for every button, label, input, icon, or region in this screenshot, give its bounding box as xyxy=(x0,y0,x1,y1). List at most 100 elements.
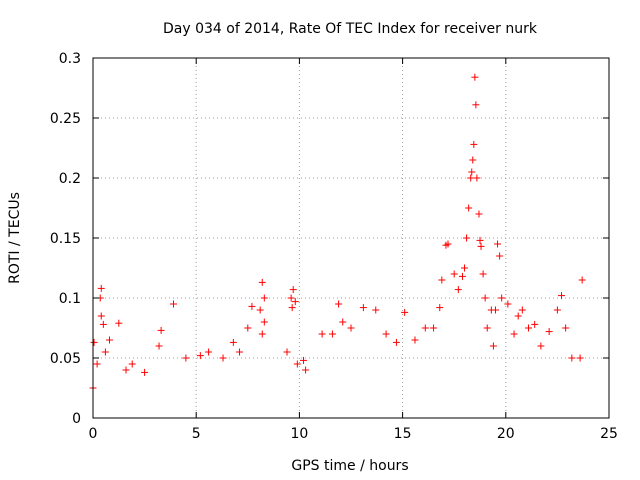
data-point xyxy=(392,338,400,346)
data-point xyxy=(454,286,462,294)
data-point xyxy=(421,324,429,332)
data-point xyxy=(463,234,471,242)
data-point xyxy=(558,292,566,300)
data-point xyxy=(283,348,291,356)
data-point xyxy=(302,366,310,374)
data-point xyxy=(531,320,539,328)
data-point xyxy=(300,356,308,364)
data-point xyxy=(106,336,114,344)
data-point xyxy=(328,330,336,338)
data-point xyxy=(578,276,586,284)
data-point xyxy=(291,298,299,306)
data-point xyxy=(258,278,266,286)
data-point xyxy=(122,366,130,374)
data-point xyxy=(467,174,475,182)
y-tick-labels: 0 0.05 0.1 0.15 0.2 0.25 0.3 xyxy=(50,51,81,427)
data-point xyxy=(196,352,204,360)
data-point xyxy=(97,312,105,320)
data-point xyxy=(518,306,526,314)
axis-ticks xyxy=(92,57,610,419)
data-point xyxy=(335,300,343,308)
data-point xyxy=(287,294,295,302)
y-tick-label: 0.3 xyxy=(59,51,81,67)
data-point xyxy=(494,240,502,248)
data-point xyxy=(498,294,506,302)
data-point xyxy=(90,338,98,346)
data-point xyxy=(483,324,491,332)
data-point xyxy=(289,286,297,294)
y-tick-label: 0 xyxy=(72,411,81,427)
data-point xyxy=(219,354,227,362)
x-tick-label: 10 xyxy=(290,426,308,442)
data-point xyxy=(562,324,570,332)
data-point xyxy=(101,348,109,356)
data-point xyxy=(553,306,561,314)
x-axis-title: GPS time / hours xyxy=(291,458,408,474)
x-tick-label: 25 xyxy=(600,426,618,442)
data-point xyxy=(347,324,355,332)
data-point xyxy=(93,360,101,368)
data-point xyxy=(99,320,107,328)
data-point xyxy=(182,354,190,362)
data-point xyxy=(514,312,522,320)
data-point xyxy=(115,319,123,327)
data-point xyxy=(372,306,380,314)
data-point xyxy=(169,300,177,308)
data-point xyxy=(472,101,480,109)
data-point xyxy=(430,324,438,332)
y-tick-label: 0.1 xyxy=(59,291,81,307)
data-point xyxy=(576,354,584,362)
y-tick-label: 0.05 xyxy=(50,351,81,367)
data-point xyxy=(293,360,301,368)
data-point xyxy=(155,342,163,350)
data-point xyxy=(128,360,136,368)
y-tick-label: 0.25 xyxy=(50,111,81,127)
x-tick-label: 5 xyxy=(192,426,201,442)
x-tick-label: 15 xyxy=(394,426,412,442)
data-point xyxy=(525,324,533,332)
data-point xyxy=(260,294,268,302)
data-point xyxy=(470,140,478,148)
data-point xyxy=(450,270,458,278)
data-point xyxy=(436,304,444,312)
data-point xyxy=(469,156,477,164)
data-point xyxy=(236,348,244,356)
data-point xyxy=(382,330,390,338)
data-point xyxy=(481,294,489,302)
data-point xyxy=(229,338,237,346)
y-tick-label: 0.15 xyxy=(50,231,81,247)
data-points xyxy=(89,73,586,392)
data-point xyxy=(537,342,545,350)
x-tick-label: 0 xyxy=(89,426,98,442)
data-point xyxy=(244,324,252,332)
data-point xyxy=(568,354,576,362)
data-point xyxy=(157,326,165,334)
data-point xyxy=(471,73,479,81)
data-point xyxy=(545,328,553,336)
data-point xyxy=(510,330,518,338)
data-point xyxy=(444,240,452,248)
data-point xyxy=(489,342,497,350)
data-point xyxy=(260,318,268,326)
data-point xyxy=(461,264,469,272)
data-point xyxy=(401,308,409,316)
plot-frame xyxy=(92,57,610,419)
data-point xyxy=(473,174,481,182)
data-point xyxy=(97,284,105,292)
data-point xyxy=(339,318,347,326)
data-point xyxy=(141,368,149,376)
data-point xyxy=(504,300,512,308)
y-tick-label: 0.2 xyxy=(59,171,81,187)
x-tick-label: 20 xyxy=(497,426,515,442)
data-point xyxy=(496,252,504,260)
data-point xyxy=(477,242,485,250)
data-point xyxy=(468,168,476,176)
data-point xyxy=(465,204,473,212)
chart-title: Day 034 of 2014, Rate Of TEC Index for r… xyxy=(163,21,538,37)
data-point xyxy=(205,348,213,356)
grid-lines xyxy=(93,58,609,418)
data-point xyxy=(479,270,487,278)
data-point xyxy=(248,302,256,310)
data-point xyxy=(458,272,466,280)
